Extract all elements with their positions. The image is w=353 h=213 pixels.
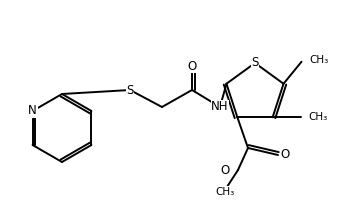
Text: CH₃: CH₃ xyxy=(215,187,235,197)
Text: S: S xyxy=(251,56,259,69)
Text: NH: NH xyxy=(211,101,229,114)
Text: CH₃: CH₃ xyxy=(310,55,329,65)
Text: O: O xyxy=(221,164,230,177)
Text: N: N xyxy=(28,105,37,118)
Text: CH₃: CH₃ xyxy=(309,112,328,122)
Text: O: O xyxy=(187,59,197,72)
Text: O: O xyxy=(280,148,289,161)
Text: S: S xyxy=(126,83,134,96)
